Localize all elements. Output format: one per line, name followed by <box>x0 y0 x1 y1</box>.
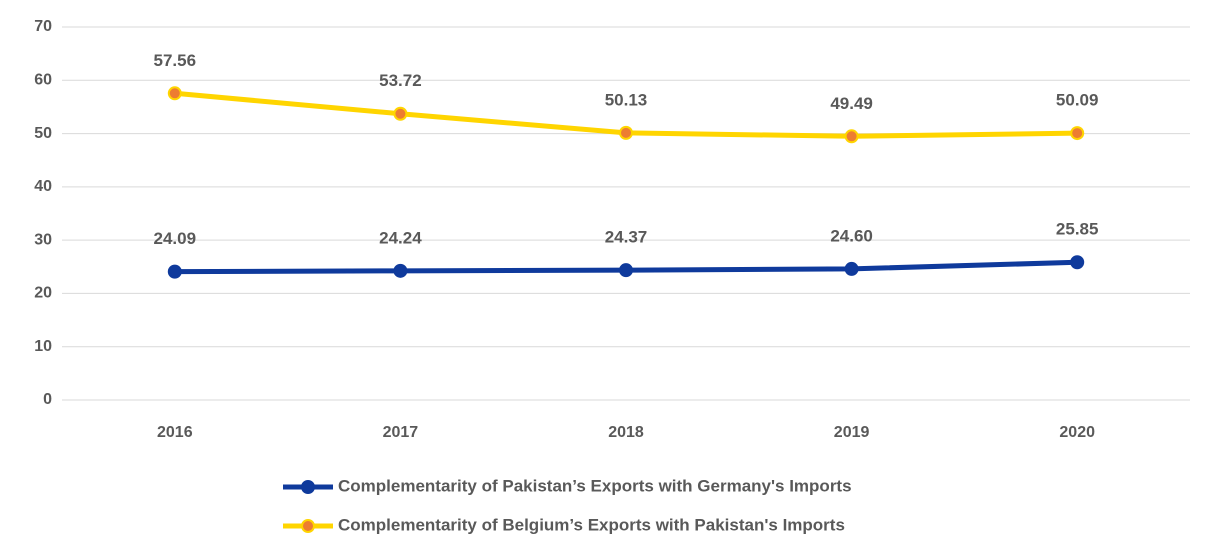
point <box>619 125 633 140</box>
value-label: 50.09 <box>1056 91 1099 110</box>
y-tick-label: 40 <box>34 178 52 195</box>
point <box>1070 255 1085 270</box>
y-tick-label: 0 <box>43 391 52 408</box>
x-tick-label: 2018 <box>608 424 644 441</box>
legend-label: Complementarity of Pakistan’s Exports wi… <box>338 476 852 495</box>
point <box>619 263 633 278</box>
point <box>167 86 182 101</box>
legend-marker <box>301 519 315 533</box>
point <box>393 263 408 278</box>
value-label: 24.09 <box>154 229 197 248</box>
value-label: 49.49 <box>830 94 873 113</box>
y-tick-label: 60 <box>34 72 52 89</box>
value-label: 24.37 <box>605 228 648 247</box>
value-label: 25.85 <box>1056 220 1099 239</box>
value-label: 24.60 <box>830 226 873 245</box>
point <box>1070 126 1085 141</box>
y-tick-label: 10 <box>34 338 52 355</box>
point <box>844 261 859 276</box>
point <box>844 129 859 144</box>
point <box>393 106 408 121</box>
legend-marker <box>301 480 315 494</box>
y-tick-label: 70 <box>34 18 52 35</box>
y-tick-label: 20 <box>34 285 52 302</box>
x-tick-label: 2016 <box>157 424 193 441</box>
legend-label: Complementarity of Belgium’s Exports wit… <box>338 515 845 534</box>
y-tick-label: 50 <box>34 125 52 142</box>
value-label: 53.72 <box>379 71 422 90</box>
value-label: 50.13 <box>605 90 648 109</box>
x-tick-label: 2017 <box>383 424 419 441</box>
value-label: 57.56 <box>154 51 197 70</box>
x-tick-label: 2020 <box>1059 424 1095 441</box>
point <box>167 264 182 279</box>
value-label: 24.24 <box>379 228 422 247</box>
x-tick-label: 2019 <box>834 424 870 441</box>
y-tick-label: 30 <box>34 231 52 248</box>
